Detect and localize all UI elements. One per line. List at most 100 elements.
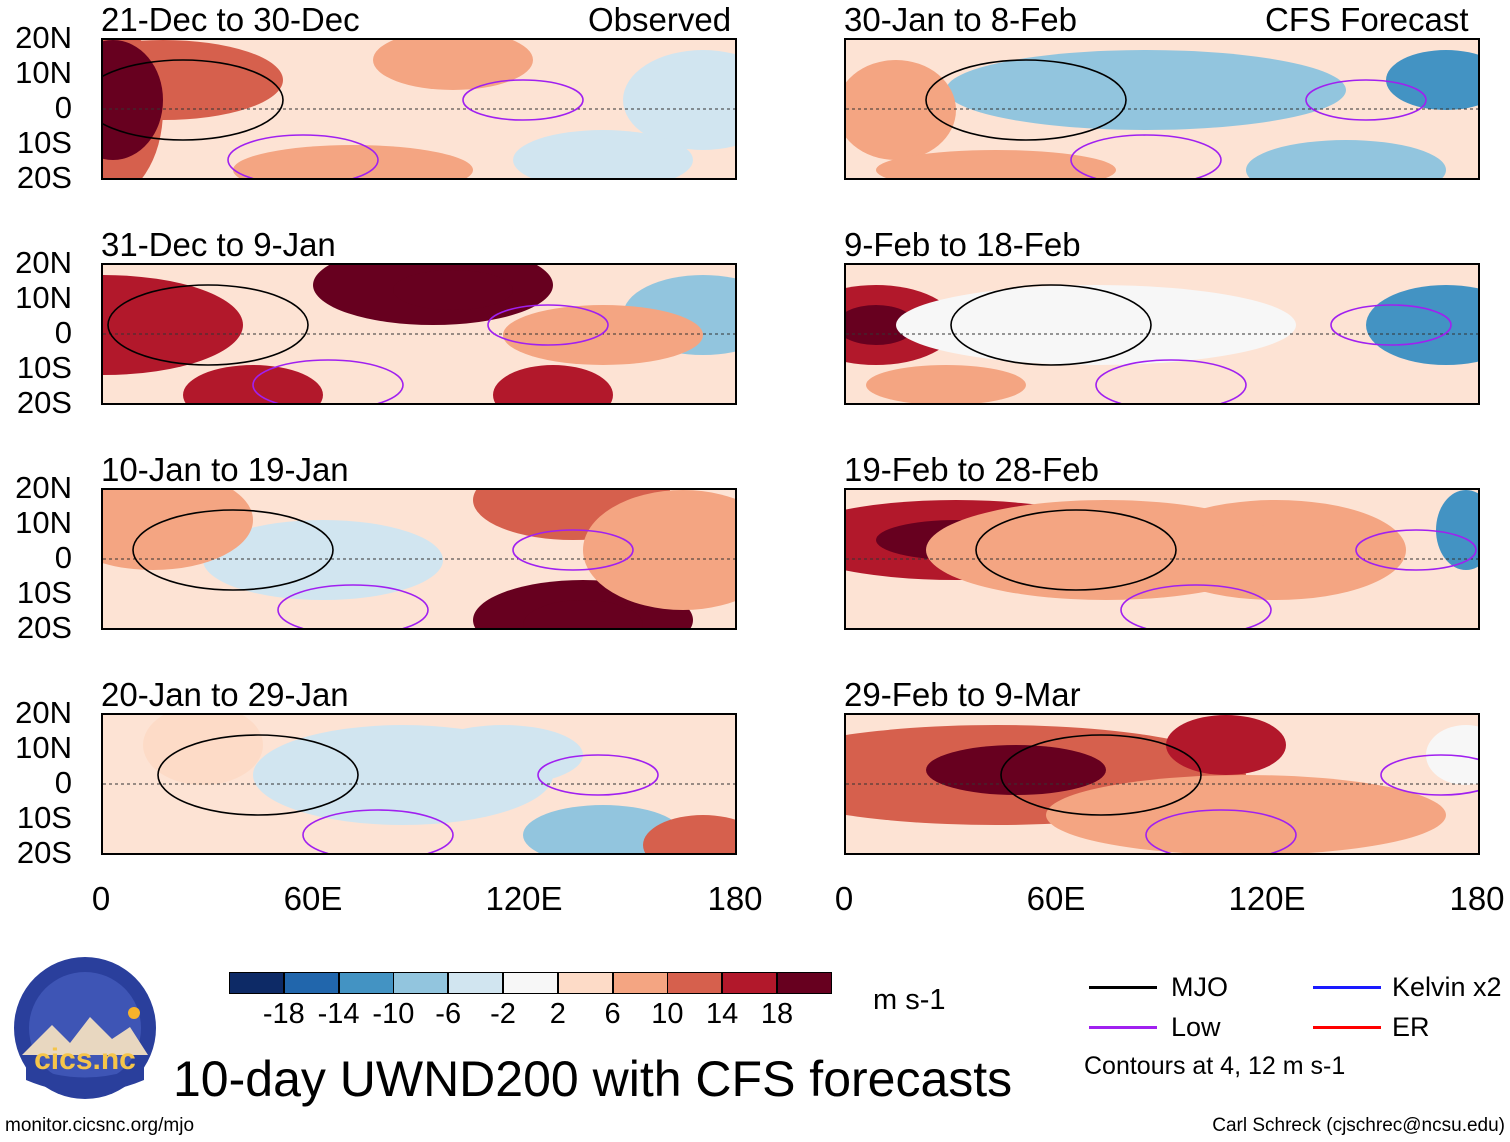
lat-label: 20S	[16, 160, 72, 195]
lat-label: 0	[54, 315, 72, 350]
lat-label: 10N	[15, 730, 72, 765]
colorbar-label: 10	[651, 998, 684, 1030]
anomaly-region	[846, 60, 956, 160]
logo-text: cics.nc	[34, 1043, 136, 1076]
colorbar-label: -14	[317, 998, 360, 1030]
lat-label: 10N	[15, 280, 72, 315]
legend-line-mjo	[1089, 986, 1157, 989]
lat-label: 20N	[15, 20, 72, 55]
contour-line	[157, 734, 359, 816]
legend-label: MJO	[1171, 972, 1228, 1002]
panel-title: 30-Jan to 8-Feb	[844, 1, 1077, 38]
anomaly-region	[423, 725, 583, 785]
panel-title: 20-Jan to 29-Jan	[101, 676, 349, 713]
contour-line	[277, 584, 429, 628]
anomaly-region	[143, 715, 263, 785]
lat-label: 10S	[16, 125, 72, 160]
map-panel-obs-4	[101, 713, 737, 855]
map-panel-obs-3	[101, 488, 737, 630]
legend-label: Kelvin x2	[1392, 972, 1502, 1002]
anomaly-region	[623, 50, 735, 150]
lat-label: 0	[54, 540, 72, 575]
map-panel-obs-2	[101, 263, 737, 405]
colorbar-label: -18	[262, 998, 305, 1030]
colorbar-swatch	[338, 972, 394, 994]
contour-line	[1120, 584, 1272, 628]
anomaly-region	[643, 815, 735, 853]
colorbar-swatch	[777, 972, 832, 994]
map-panel-fcst-2	[844, 263, 1480, 405]
colorbar-swatch	[283, 972, 339, 994]
contour-line	[1000, 734, 1202, 816]
anomaly-region	[523, 600, 643, 628]
legend-label: ER	[1392, 1012, 1430, 1042]
contour-line	[975, 509, 1177, 591]
contour-line	[950, 284, 1152, 366]
source-url: monitor.cicsnc.org/mjo	[5, 1115, 195, 1136]
contour-line	[132, 509, 334, 591]
colorbar-swatch	[503, 972, 558, 994]
anomaly-region	[1246, 140, 1446, 178]
anomaly-region	[1046, 775, 1446, 853]
lat-label: 10N	[15, 505, 72, 540]
panel-title: 19-Feb to 28-Feb	[844, 451, 1099, 488]
anomaly-region	[1386, 50, 1478, 110]
contour-line	[1070, 134, 1222, 178]
units-label: m s-1	[873, 984, 946, 1016]
legend-line-kelvin	[1313, 986, 1381, 989]
lat-label: 10N	[15, 55, 72, 90]
contour-line	[107, 284, 309, 366]
anomaly-region	[846, 305, 916, 345]
map-panel-fcst-4	[844, 713, 1480, 855]
colorbar-label: -6	[435, 998, 462, 1030]
contour-line	[227, 134, 379, 178]
contour-line	[462, 79, 584, 121]
colorbar-swatch	[722, 972, 778, 994]
anomaly-region	[896, 285, 1296, 365]
lon-label: 0	[91, 880, 111, 917]
anomaly-region	[373, 40, 533, 90]
colorbar-swatch	[393, 972, 449, 994]
lat-label: 20S	[16, 610, 72, 645]
lon-label: 0	[834, 880, 854, 917]
lon-label: 180	[707, 880, 763, 917]
map-panel-fcst-3	[844, 488, 1480, 630]
anomaly-region	[103, 275, 243, 375]
map-panel-obs-1	[101, 38, 737, 180]
anomaly-region	[393, 270, 513, 310]
map-panel-fcst-1	[844, 38, 1480, 180]
contour-line	[302, 809, 454, 853]
anomaly-region	[203, 520, 443, 600]
panel-title: 29-Feb to 9-Mar	[844, 676, 1081, 713]
anomaly-region	[1366, 285, 1478, 365]
anomaly-region	[493, 365, 613, 403]
anomaly-region	[946, 50, 1346, 130]
figure-title: 10-day UWND200 with CFS forecasts	[173, 1051, 1013, 1107]
contour-line	[1355, 529, 1477, 571]
lat-label: 20N	[15, 695, 72, 730]
anomaly-region	[866, 365, 1026, 403]
contour-line	[537, 754, 659, 796]
anomaly-region	[1166, 715, 1286, 775]
colorbar-label: 2	[549, 998, 566, 1030]
colorbar-label: -10	[372, 998, 415, 1030]
lat-label: 10S	[16, 800, 72, 835]
lat-label: 0	[54, 765, 72, 800]
colorbar-label: 14	[706, 998, 739, 1030]
anomaly-region	[876, 150, 1116, 178]
legend-label: Low	[1171, 1012, 1221, 1042]
lat-label: 20S	[16, 385, 72, 420]
colorbar-swatch	[448, 972, 504, 994]
panel-title: 21-Dec to 30-Dec	[101, 1, 360, 38]
lon-label: 120E	[1228, 880, 1306, 917]
anomaly-region	[233, 145, 473, 178]
colorbar-label: 6	[604, 998, 621, 1030]
contour-line	[512, 529, 634, 571]
anomaly-region	[926, 500, 1286, 600]
contour-line	[925, 59, 1127, 141]
credit: Carl Schreck (cjschrec@ncsu.edu)	[1212, 1115, 1505, 1136]
contour-line	[1145, 809, 1297, 853]
contour-line	[487, 304, 609, 346]
anomaly-region	[1436, 490, 1478, 570]
contour-line	[1330, 304, 1452, 346]
